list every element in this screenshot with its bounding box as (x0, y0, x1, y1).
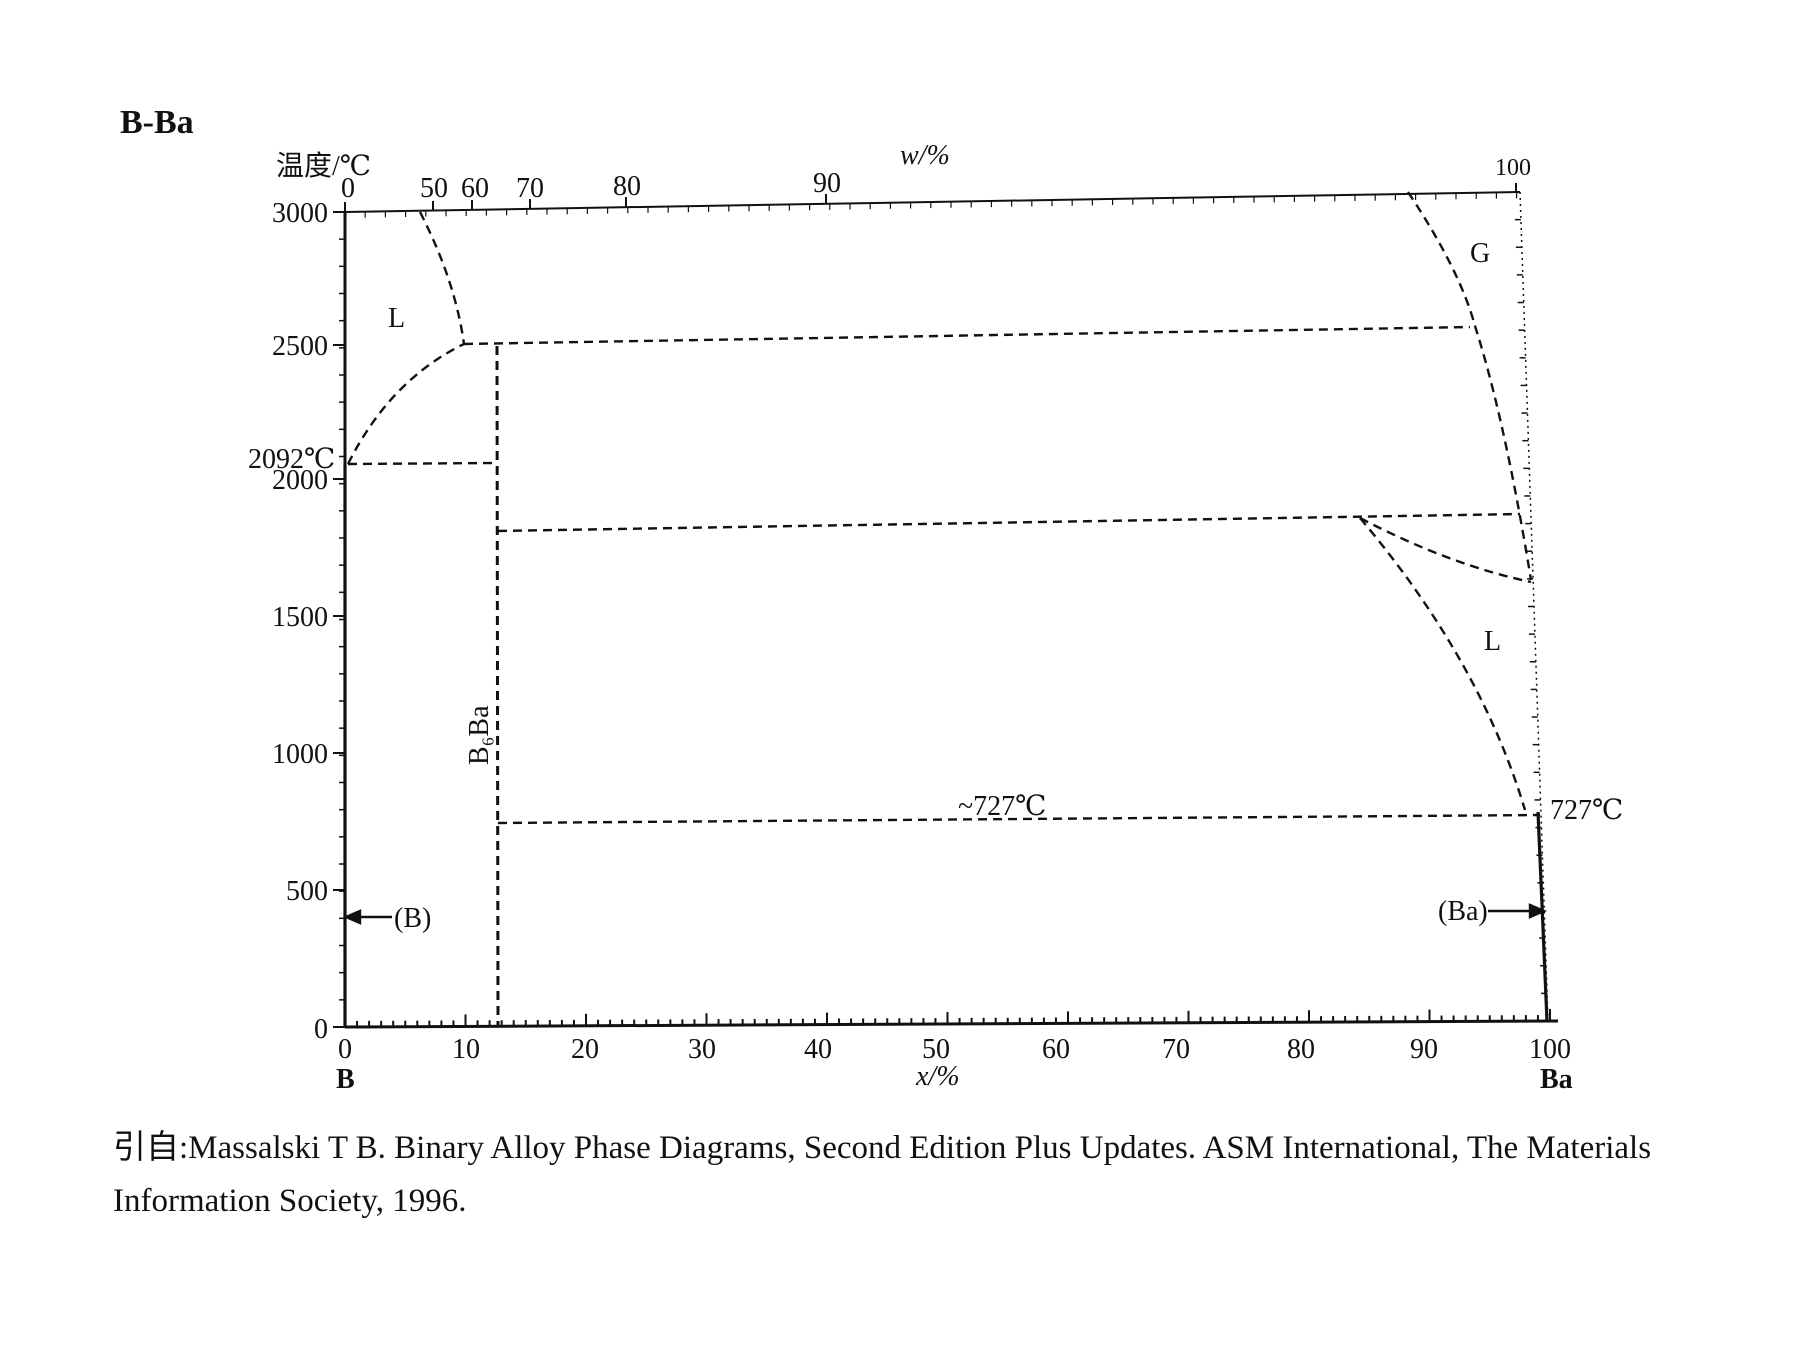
y-tick-500: 500 (286, 876, 328, 907)
b6ba-compound-line (495, 345, 500, 1028)
ba-solid-solution-line (1536, 811, 1549, 1022)
b6ba-compound-label: B₆Ba (464, 705, 495, 765)
element-ba-label: Ba (1540, 1064, 1573, 1095)
liquid-label-left: L (388, 303, 405, 334)
top-axis-line (344, 191, 1521, 213)
x-axis-label: x/% (915, 1061, 960, 1092)
w-axis-label: w/% (900, 140, 950, 171)
eutectic-727-line (497, 813, 1541, 825)
x-tick-30: 30 (688, 1034, 716, 1065)
x-tick-70: 70 (1162, 1034, 1190, 1065)
solid-ba-label: (Ba) (1438, 896, 1488, 927)
w-tick-90: 90 (813, 168, 841, 199)
ba-arrow-head (1528, 903, 1548, 919)
y-tick-1000: 1000 (272, 739, 328, 770)
w-tick-70: 70 (516, 173, 544, 204)
w-tick-0: 0 (341, 173, 355, 204)
citation: 引自:Massalski T B. Binary Alloy Phase Dia… (113, 1122, 1793, 1228)
element-b-label: B (336, 1064, 355, 1095)
x-tick-10: 10 (452, 1034, 480, 1065)
x-tick-40: 40 (804, 1034, 832, 1065)
y-tick-2000: 2000 (272, 465, 328, 496)
y-tick-3000: 3000 (272, 198, 328, 229)
liquidus-left-upper (418, 211, 466, 345)
b-arrow-head (342, 909, 362, 925)
y-tick-2500: 2500 (272, 331, 328, 362)
gas-boundary-line (1407, 191, 1533, 581)
peritectic-2500-line (463, 325, 1471, 346)
x-tick-90: 90 (1410, 1034, 1438, 1065)
monotectic-1800-line (497, 512, 1521, 533)
x-axis-line (344, 1019, 1559, 1029)
w-tick-80: 80 (613, 171, 641, 202)
w-tick-100: 100 (1495, 155, 1531, 181)
y-tick-labels: 0 500 1000 1500 2000 2500 3000 (272, 198, 328, 1045)
liquidus-right-line (1359, 517, 1527, 811)
right-axis-ticks (1514, 191, 1548, 1022)
y-tick-0: 0 (314, 1014, 328, 1045)
citation-text: Massalski T B. Binary Alloy Phase Diagra… (113, 1130, 1652, 1219)
w-tick-50: 50 (420, 173, 448, 204)
x-ticks (344, 1009, 1551, 1027)
x-tick-0: 0 (338, 1034, 352, 1065)
axes-frame (343, 191, 1559, 1029)
miscibility-boundary-line (1359, 516, 1532, 584)
solid-boundaries (343, 465, 1549, 1027)
b-solidus-2092-line (347, 461, 496, 466)
solid-b-label: (B) (394, 903, 431, 934)
gas-label: G (1470, 238, 1490, 269)
x-tick-labels: 0 10 20 30 40 50 60 70 80 90 100 (338, 1034, 1571, 1065)
b-melting-label: 2092℃ (248, 444, 335, 475)
x-tick-100: 100 (1529, 1034, 1571, 1065)
citation-prefix: 引自: (113, 1130, 189, 1166)
w-tick-60: 60 (461, 173, 489, 204)
ba-melting-label: 727℃ (1550, 795, 1623, 826)
diagram-title: B-Ba (120, 104, 194, 141)
liquid-label-right: L (1484, 626, 1501, 657)
phase-boundaries (346, 191, 1541, 1028)
x-tick-80: 80 (1287, 1034, 1315, 1065)
liquidus-left-lower (346, 342, 465, 465)
y-tick-1500: 1500 (272, 602, 328, 633)
arrows (342, 903, 1548, 925)
y-axis-label: 温度/℃ (276, 150, 371, 182)
x-tick-60: 60 (1042, 1034, 1070, 1065)
x-tick-20: 20 (571, 1034, 599, 1065)
w-minor-ticks (344, 192, 1518, 218)
x-tick-50: 50 (922, 1034, 950, 1065)
eutectic-label: ~727℃ (958, 791, 1046, 822)
w-tick-labels: 0 50 60 70 80 90 100 (341, 155, 1531, 204)
